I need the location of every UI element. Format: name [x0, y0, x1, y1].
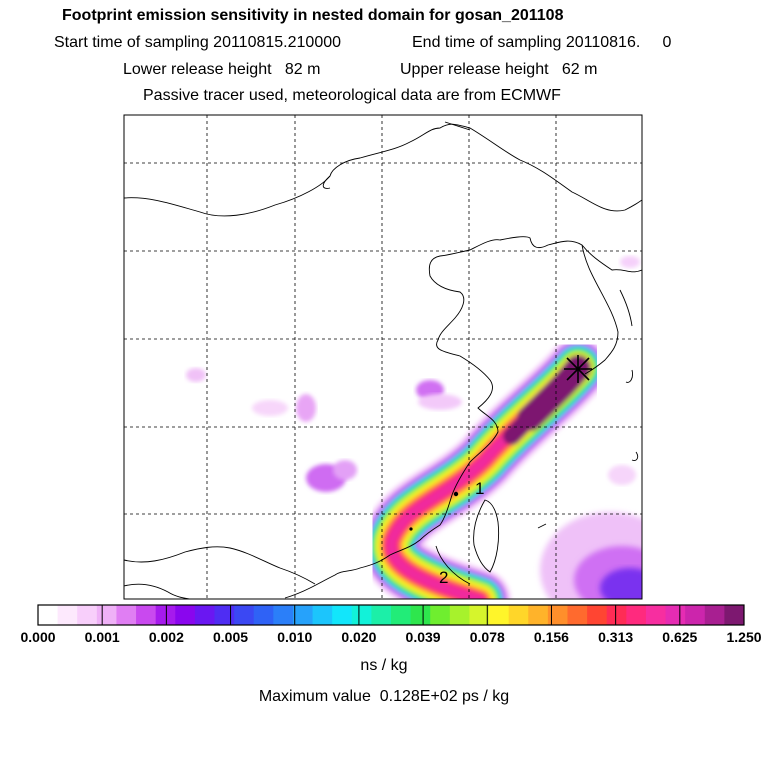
color-bar-swatch — [724, 605, 745, 625]
color-bar-swatch — [136, 605, 157, 625]
color-bar-swatch — [214, 605, 235, 625]
color-bar-swatch — [234, 605, 255, 625]
color-bar-swatch — [685, 605, 706, 625]
site-dot — [453, 491, 459, 497]
tracer-note: Passive tracer used, meteorological data… — [143, 87, 561, 104]
sensitivity-patch — [252, 400, 288, 416]
sensitivity-patch — [620, 256, 640, 268]
color-bar-swatch — [371, 605, 392, 625]
color-bar-swatch — [449, 605, 470, 625]
color-bar-swatch — [410, 605, 431, 625]
unit-label: ns / kg — [360, 657, 408, 674]
lower-release-height: Lower release height 82 m — [123, 61, 321, 78]
sampling-start-time: Start time of sampling 20110815.210000 — [54, 34, 342, 51]
color-bar-tick-label: 0.078 — [469, 629, 505, 645]
color-bar-swatch — [351, 605, 372, 625]
color-bar-tick-label: 0.039 — [405, 629, 441, 645]
color-bar-swatch — [38, 605, 59, 625]
color-bar-swatch — [57, 605, 78, 625]
map-frame — [123, 114, 643, 600]
color-bar-frame — [37, 604, 745, 626]
color-bar-swatch — [194, 605, 215, 625]
maximum-value-label: Maximum value 0.128E+02 ps / kg — [258, 688, 510, 705]
color-bar-tick-label: 0.156 — [533, 629, 569, 645]
sensitivity-patch — [600, 568, 642, 599]
color-bar-swatch — [332, 605, 353, 625]
color-bar-tick-label: 0.010 — [277, 629, 313, 645]
color-bar-swatch — [253, 605, 274, 625]
plume-band — [360, 337, 609, 599]
color-bar-tick-label: 0.313 — [598, 629, 634, 645]
color-bar-tick-label: 0.005 — [213, 629, 249, 645]
color-bar-tick-label: 0.002 — [148, 629, 184, 645]
upper-release-height: Upper release height 62 m — [400, 61, 598, 78]
site-dot — [409, 527, 413, 531]
sampling-end-time: End time of sampling 20110816. 0 — [412, 34, 672, 51]
color-bar-tick-label: 1.250 — [726, 629, 762, 645]
color-bar-swatch — [626, 605, 647, 625]
site-markers: 1 2 — [409, 355, 592, 587]
color-bar-swatch — [704, 605, 725, 625]
color-bar-tick-label: 0.625 — [662, 629, 698, 645]
sensitivity-patch — [608, 465, 636, 485]
color-bar-ticks — [37, 605, 745, 625]
sensitivity-patch — [296, 394, 316, 422]
color-bar-swatch — [96, 605, 117, 625]
color-bar-swatch — [155, 605, 176, 625]
color-bar-swatch — [175, 605, 196, 625]
receptor-star-icon — [564, 355, 592, 383]
color-bar-tick-label: 0.001 — [84, 629, 120, 645]
color-bar-swatch — [665, 605, 686, 625]
color-bar-swatch — [606, 605, 627, 625]
color-bar-tick-label: 0.020 — [341, 629, 377, 645]
sensitivity-patch — [186, 368, 206, 382]
color-bar-swatch — [77, 605, 98, 625]
color-bar-swatch — [292, 605, 314, 625]
color-bar-swatch — [508, 605, 529, 625]
site-label-1: 1 — [475, 479, 484, 498]
coastlines — [124, 121, 642, 599]
graticule — [124, 115, 642, 599]
plot-title: Footprint emission sensitivity in nested… — [62, 7, 564, 24]
color-bar-swatch — [312, 605, 333, 625]
color-bar-swatch — [645, 605, 667, 625]
color-bar-swatch — [391, 605, 412, 625]
color-bar-swatch — [587, 605, 608, 625]
site-label-2: 2 — [439, 568, 448, 587]
color-bar-swatch — [567, 605, 588, 625]
color-bar-swatch — [469, 605, 490, 625]
color-bar — [38, 605, 745, 625]
color-bar-swatch — [430, 605, 451, 625]
sensitivity-patch — [333, 460, 357, 480]
color-bar-swatch — [547, 605, 568, 625]
color-bar-swatch — [273, 605, 294, 625]
color-bar-swatch — [489, 605, 510, 625]
color-bar-tick-label: 0.000 — [20, 629, 56, 645]
color-bar-swatch — [528, 605, 549, 625]
sensitivity-field — [186, 256, 642, 599]
sensitivity-patch — [418, 394, 462, 410]
color-bar-swatch — [116, 605, 137, 625]
